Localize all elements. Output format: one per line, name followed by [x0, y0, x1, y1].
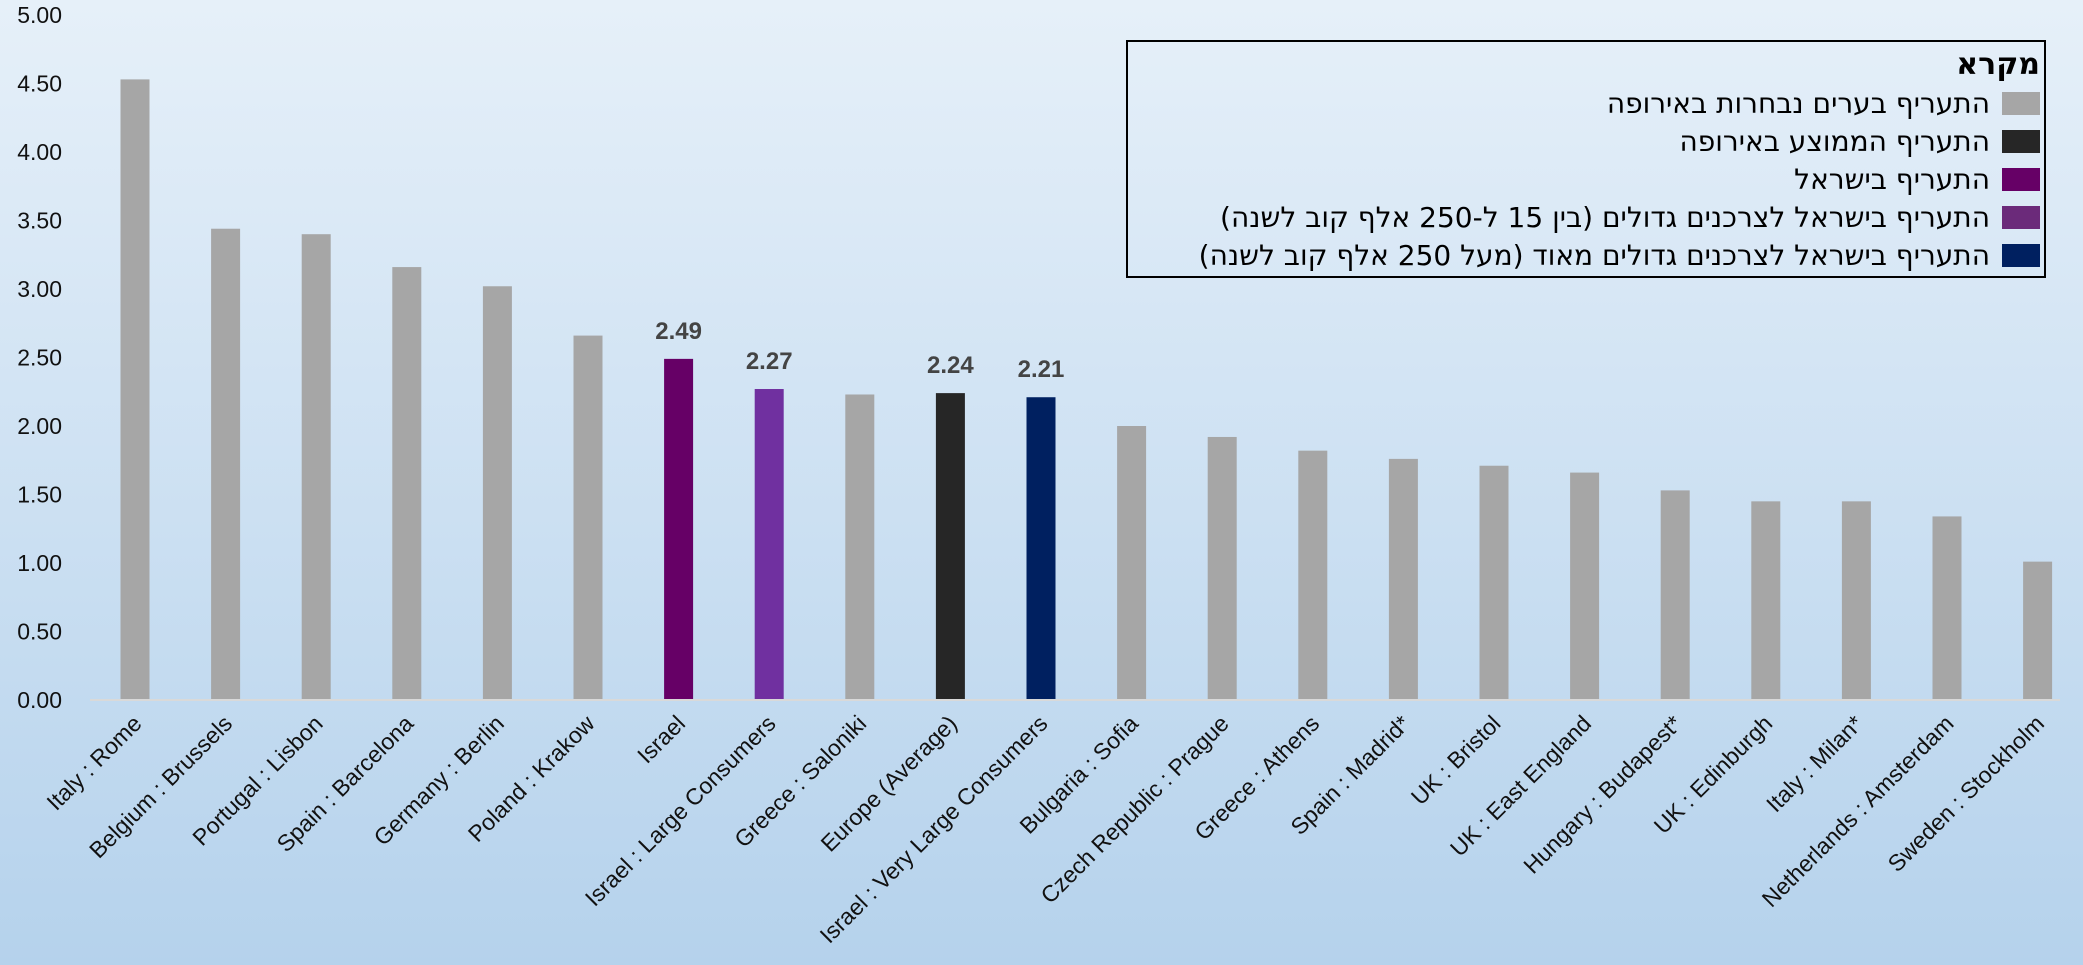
x-tick-label: Czech Republic : Prague [1035, 710, 1233, 908]
x-tick-label: Israel [632, 710, 690, 768]
y-axis: 0.00 0.50 1.00 1.50 2.00 2.50 3.00 3.50 4.00 4.50… [17, 2, 62, 713]
legend-label: התעריף בישראל [1794, 162, 1990, 196]
bar-8 [845, 394, 875, 700]
bar-16 [1570, 472, 1600, 700]
bar-14 [1388, 458, 1418, 700]
data-labels: 2.49 2.27 2.24 2.21 [655, 318, 1064, 383]
legend-label: התעריף בישראל לצרכנים גדולים (בין 15 ל-2… [1220, 200, 1990, 234]
bar-6 [664, 358, 694, 700]
bar-21 [2023, 561, 2053, 700]
bar-7 [754, 389, 784, 700]
y-tick-label: 3.00 [17, 276, 62, 302]
legend-item-israel-very-large: התעריף בישראל לצרכנים גדולים מאוד (מעל 2… [1128, 236, 2040, 274]
bar-11 [1117, 426, 1147, 700]
bar-13 [1298, 450, 1328, 700]
data-label: 2.49 [655, 318, 702, 345]
bar-19 [1841, 501, 1871, 700]
bar-5 [573, 335, 603, 700]
legend-label: התעריף בערים נבחרות באירופה [1606, 86, 1990, 120]
legend-label: התעריף בישראל לצרכנים גדולים מאוד (מעל 2… [1198, 238, 1990, 272]
y-tick-label: 5.00 [17, 2, 62, 28]
bar-3 [392, 267, 422, 700]
legend-swatch [2002, 205, 2040, 229]
legend-swatch [2002, 129, 2040, 153]
bar-15 [1479, 465, 1509, 700]
bar-9 [935, 393, 965, 700]
x-tick-label: Sweden : Stockholm [1882, 710, 2049, 877]
y-tick-label: 0.00 [17, 687, 62, 713]
legend-item-europe-average: התעריף הממוצע באירופה [1128, 122, 2040, 160]
y-tick-label: 1.00 [17, 550, 62, 576]
bars [120, 79, 2053, 700]
bar-18 [1751, 501, 1781, 700]
x-tick-label: Hungary : Budapest* [1518, 710, 1686, 878]
x-tick-label: UK : Bristol [1406, 710, 1506, 810]
legend-swatch [2002, 243, 2040, 267]
legend-swatch [2002, 91, 2040, 115]
x-tick-label: Netherlands : Amsterdam [1757, 710, 1959, 912]
bar-0 [120, 79, 150, 700]
bar-10 [1026, 397, 1056, 700]
legend-item-israel: התעריף בישראל [1128, 160, 2040, 198]
legend-item-israel-large: התעריף בישראל לצרכנים גדולים (בין 15 ל-2… [1128, 198, 2040, 236]
y-tick-label: 2.50 [17, 345, 62, 371]
bar-1 [211, 228, 241, 700]
legend-title: מקרא [1956, 47, 2040, 82]
legend-label: התעריף הממוצע באירופה [1679, 124, 1990, 158]
x-tick-label: Israel : Large Consumers [580, 710, 781, 911]
bar-17 [1660, 490, 1690, 700]
legend-item-europe-cities: התעריף בערים נבחרות באירופה [1128, 84, 2040, 122]
y-tick-label: 2.00 [17, 413, 62, 439]
data-label: 2.27 [746, 348, 793, 375]
y-tick-label: 4.50 [17, 71, 62, 97]
y-tick-label: 3.50 [17, 208, 62, 234]
y-tick-label: 0.50 [17, 619, 62, 645]
y-tick-label: 1.50 [17, 482, 62, 508]
legend: מקרא התעריף בערים נבחרות באירופה התעריף … [1126, 40, 2046, 278]
data-label: 2.24 [927, 352, 974, 379]
bar-20 [1932, 516, 1962, 700]
legend-swatch [2002, 167, 2040, 191]
y-tick-label: 4.00 [17, 139, 62, 165]
data-label: 2.21 [1018, 356, 1065, 383]
bar-2 [301, 234, 331, 700]
bar-12 [1207, 436, 1237, 700]
bar-4 [482, 286, 512, 700]
